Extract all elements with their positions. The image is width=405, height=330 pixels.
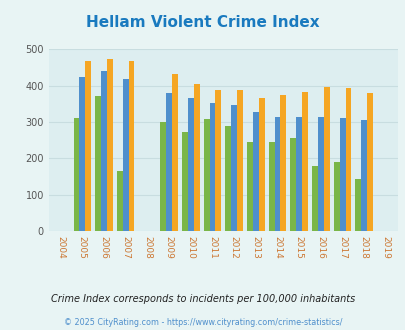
Bar [160, 122, 166, 231]
Bar [246, 142, 252, 231]
Bar [101, 71, 107, 231]
Text: © 2025 CityRating.com - https://www.cityrating.com/crime-statistics/: © 2025 CityRating.com - https://www.city… [64, 318, 341, 327]
Bar [73, 118, 79, 231]
Bar [268, 142, 274, 231]
Bar [311, 166, 317, 231]
Bar [215, 90, 221, 231]
Bar [85, 61, 91, 231]
Bar [296, 117, 301, 231]
Bar [122, 79, 128, 231]
Bar [188, 98, 193, 231]
Bar [237, 90, 242, 231]
Text: Crime Index corresponds to incidents per 100,000 inhabitants: Crime Index corresponds to incidents per… [51, 294, 354, 304]
Bar [333, 162, 339, 231]
Bar [301, 92, 307, 231]
Bar [360, 120, 366, 231]
Bar [274, 117, 280, 231]
Bar [128, 61, 134, 231]
Bar [203, 119, 209, 231]
Bar [79, 78, 85, 231]
Bar [209, 103, 215, 231]
Text: Hellam Violent Crime Index: Hellam Violent Crime Index [86, 15, 319, 30]
Bar [290, 138, 296, 231]
Bar [117, 171, 122, 231]
Bar [258, 98, 264, 231]
Bar [317, 117, 323, 231]
Bar [193, 83, 199, 231]
Bar [323, 87, 329, 231]
Bar [107, 59, 113, 231]
Bar [280, 94, 286, 231]
Bar [339, 118, 345, 231]
Bar [355, 180, 360, 231]
Bar [166, 93, 172, 231]
Bar [252, 112, 258, 231]
Bar [345, 88, 350, 231]
Bar [181, 132, 188, 231]
Bar [366, 93, 372, 231]
Bar [172, 74, 177, 231]
Bar [225, 126, 230, 231]
Bar [230, 105, 237, 231]
Bar [95, 96, 101, 231]
